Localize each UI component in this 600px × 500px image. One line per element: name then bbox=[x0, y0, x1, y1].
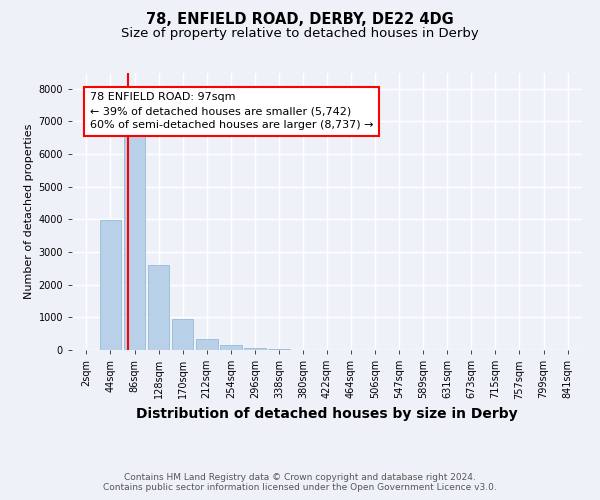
Bar bbox=[220, 346, 242, 350]
Bar bbox=[124, 136, 145, 350]
Bar bbox=[100, 220, 121, 350]
Bar bbox=[268, 349, 290, 350]
Text: 78, ENFIELD ROAD, DERBY, DE22 4DG: 78, ENFIELD ROAD, DERBY, DE22 4DG bbox=[146, 12, 454, 28]
Y-axis label: Number of detached properties: Number of detached properties bbox=[24, 124, 34, 299]
Text: Size of property relative to detached houses in Derby: Size of property relative to detached ho… bbox=[121, 28, 479, 40]
Text: Contains HM Land Registry data © Crown copyright and database right 2024.
Contai: Contains HM Land Registry data © Crown c… bbox=[103, 473, 497, 492]
Bar bbox=[244, 348, 266, 350]
Text: 78 ENFIELD ROAD: 97sqm
← 39% of detached houses are smaller (5,742)
60% of semi-: 78 ENFIELD ROAD: 97sqm ← 39% of detached… bbox=[90, 92, 374, 130]
X-axis label: Distribution of detached houses by size in Derby: Distribution of detached houses by size … bbox=[136, 407, 518, 421]
Bar bbox=[196, 339, 218, 350]
Bar bbox=[172, 319, 193, 350]
Bar bbox=[148, 265, 169, 350]
